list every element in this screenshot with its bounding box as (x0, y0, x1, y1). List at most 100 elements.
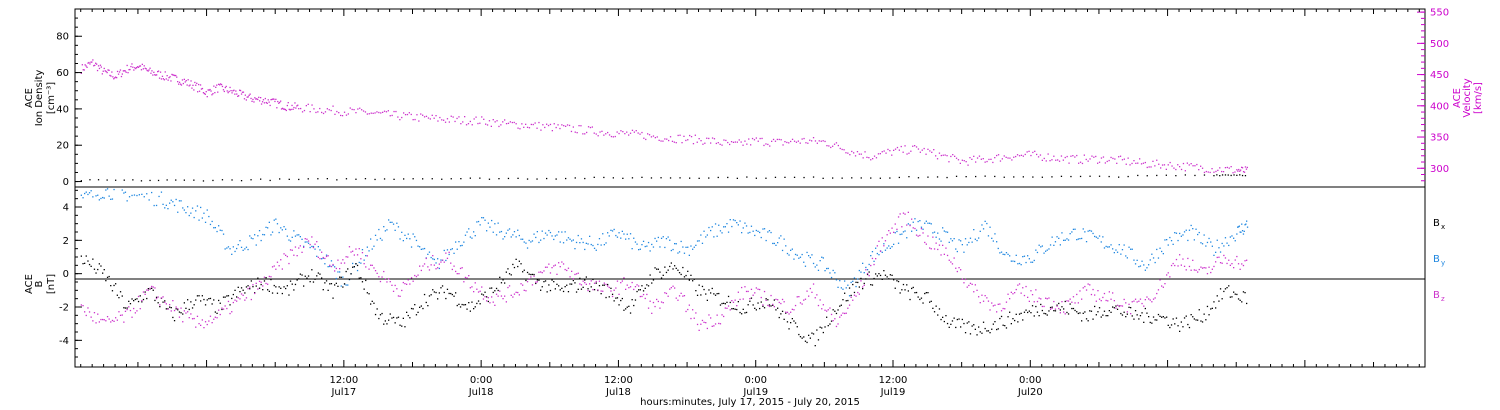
b-by-point (714, 223, 717, 225)
b-by-point (777, 242, 779, 244)
b-by-point (92, 196, 94, 198)
b-bz-point (1004, 308, 1006, 310)
b-bx-point (1069, 303, 1071, 305)
b-bx-point (453, 295, 455, 297)
b-bz-point (759, 288, 761, 291)
density-point (336, 179, 338, 181)
bottom-tick-label: 4 (63, 203, 69, 214)
b-bz-point (566, 269, 568, 272)
velocity-point (237, 95, 239, 97)
b-bz-point (744, 286, 746, 288)
b-bz-point (406, 283, 408, 285)
density-point (202, 180, 205, 182)
b-bx-point (600, 293, 602, 295)
b-bz-point (714, 323, 717, 325)
b-bz-point (729, 309, 731, 311)
b-bz-point (245, 297, 248, 299)
velocity-point (1102, 156, 1105, 158)
velocity-point (988, 158, 990, 161)
b-by-point (713, 236, 715, 238)
density-point (1239, 174, 1241, 176)
b-bz-point (82, 305, 84, 307)
b-by-point (1030, 261, 1032, 263)
velocity-point (273, 98, 275, 100)
velocity-point (938, 152, 941, 154)
b-by-point (590, 243, 592, 246)
density-point (345, 178, 348, 180)
b-bx-point (1242, 291, 1245, 293)
b-bz-point (350, 251, 352, 253)
b-bz-point (469, 287, 471, 289)
b-bx-point (750, 297, 753, 299)
b-by-point (216, 230, 218, 233)
b-by-point (915, 229, 918, 231)
b-by-point (108, 195, 110, 197)
b-bz-point (167, 308, 169, 310)
b-bx-point (530, 273, 532, 276)
b-by-point (893, 243, 895, 245)
b-bz-point (1014, 292, 1016, 294)
density-point (97, 179, 100, 181)
velocity-point (881, 151, 883, 153)
b-bx-point (463, 304, 465, 306)
b-bz-point (262, 285, 264, 287)
b-by-point (88, 192, 91, 194)
b-by-point (1125, 255, 1127, 257)
b-by-point (502, 238, 504, 240)
velocity-point (181, 79, 184, 81)
velocity-point (198, 90, 201, 92)
velocity-point (389, 115, 391, 117)
b-bz-point (809, 287, 811, 290)
b-bz-point (976, 289, 978, 291)
b-bx-point (770, 305, 772, 307)
b-by-point (932, 232, 934, 234)
density-point (149, 179, 151, 182)
velocity-point (185, 80, 187, 82)
b-by-point (960, 240, 962, 242)
b-bx-point (486, 296, 488, 298)
velocity-point (1160, 167, 1162, 169)
b-bz-point (690, 317, 692, 320)
b-by-point (525, 242, 527, 244)
b-bx-point (855, 281, 857, 283)
b-by-point (412, 233, 414, 235)
b-bx-point (562, 290, 565, 293)
b-bz-point (992, 305, 994, 307)
b-bx-point (1054, 310, 1057, 312)
density-point (498, 178, 500, 180)
velocity-point (732, 141, 735, 143)
b-bz-point (964, 278, 967, 281)
b-by-point (742, 227, 744, 229)
b-by-point (1035, 249, 1037, 251)
b-bz-point (526, 281, 529, 283)
b-bz-point (133, 307, 135, 310)
velocity-point (96, 63, 98, 65)
b-bx-point (528, 273, 530, 275)
density-point (1221, 174, 1224, 176)
b-bx-point (414, 304, 416, 306)
b-bz-point (353, 254, 355, 256)
b-bx-point (734, 308, 736, 310)
velocity-point (126, 64, 128, 67)
velocity-point (269, 104, 271, 107)
velocity-point (784, 141, 786, 143)
b-by-point (808, 255, 810, 257)
velocity-point (935, 155, 937, 157)
b-bz-point (973, 291, 975, 293)
b-bz-point (309, 243, 311, 246)
top-right-tick-label: 500 (1430, 39, 1449, 50)
b-bx-point (1077, 312, 1079, 315)
b-bx-point (752, 304, 754, 306)
b-bz-point (739, 298, 741, 301)
velocity-point (166, 75, 168, 77)
b-by-point (852, 280, 854, 282)
b-bx-point (370, 303, 372, 305)
b-by-point (593, 247, 596, 249)
b-bx-point (206, 299, 208, 301)
velocity-point (158, 77, 161, 79)
b-bx-point (214, 311, 216, 313)
b-by-point (1066, 238, 1068, 240)
b-by-point (389, 221, 391, 223)
velocity-point (704, 142, 706, 144)
b-bz-point (626, 284, 628, 286)
